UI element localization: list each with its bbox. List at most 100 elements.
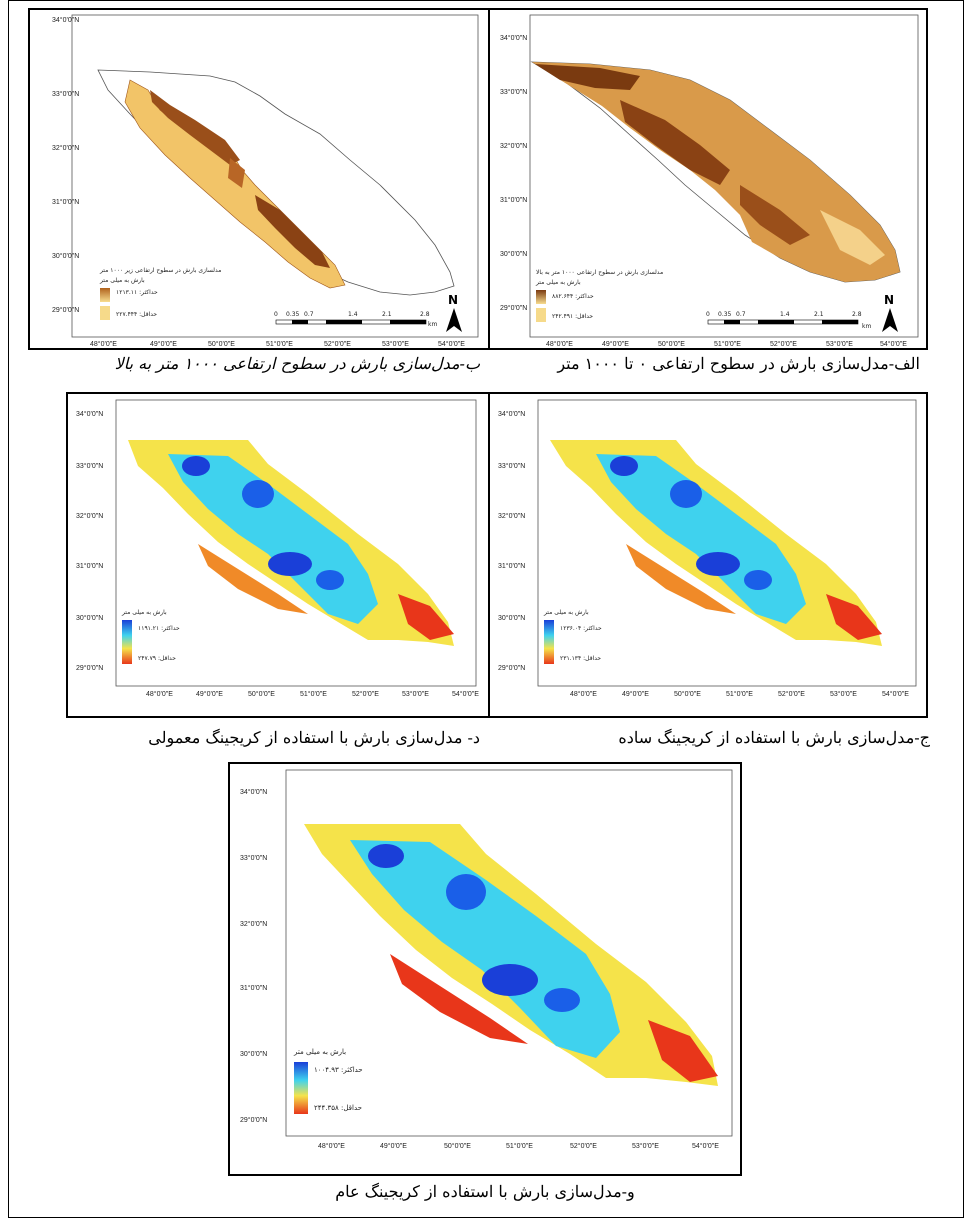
map-top-left: 34°0'0"N 33°0'0"N 32°0'0"N 31°0'0"N 30°0… [52,14,479,348]
legend-max: حداکثر: ۱۲۱۳.۱۱ [116,289,158,296]
krig-zone-blue [182,456,210,476]
krig-zone-blue [482,964,538,996]
lon-tick: 50°0'0"E [208,340,235,348]
lon-tick: 54°0'0"E [882,690,909,698]
legend-min: حداقل: ۲۴۲.۴۹۱ [552,313,593,320]
lon-tick: 51°0'0"E [506,1142,533,1150]
svg-text:2.8: 2.8 [420,311,430,318]
lat-tick: 33°0'0"N [500,88,527,96]
lon-tick: 52°0'0"E [770,340,797,348]
lat-tick: 29°0'0"N [52,306,79,314]
high-zone [740,185,810,245]
map-top-right: 34°0'0"N 33°0'0"N 32°0'0"N 31°0'0"N 30°0… [500,14,919,348]
svg-text:km: km [862,323,871,330]
lat-tick: 31°0'0"N [76,562,103,570]
legend-max: حداکثر: ۱۰۰۴.۹۳ [314,1066,363,1074]
krig-zone-red [398,594,454,640]
lat-tick: 32°0'0"N [498,512,525,520]
lon-tick: 54°0'0"E [452,690,479,698]
north-arrow-icon: N [882,293,898,332]
lon-tick: 54°0'0"E [692,1142,719,1150]
legend-subtitle: بارش به میلی متر [543,609,589,616]
krig-zone-red [198,544,308,614]
svg-text:N: N [448,293,458,307]
svg-text:2.8: 2.8 [852,311,862,318]
lat-tick: 32°0'0"N [52,144,79,152]
lat-tick: 34°0'0"N [500,34,527,42]
krig-zone-blue [744,570,772,590]
krig-zone-blue [446,874,486,910]
north-arrow-icon: N [446,293,462,332]
lat-tick: 29°0'0"N [498,664,525,672]
lon-tick: 52°0'0"E [352,690,379,698]
svg-text:1.4: 1.4 [780,311,790,318]
svg-text:0: 0 [274,311,278,318]
lon-tick: 48°0'0"E [318,1142,345,1150]
caption-b: ب-مدل‌سازی بارش در سطوح ارتفاعی ۱۰۰۰ متر… [114,354,480,373]
lat-tick: 32°0'0"N [76,512,103,520]
lon-tick: 48°0'0"E [90,340,117,348]
map-mid-right: 34°0'0"N 33°0'0"N 32°0'0"N 31°0'0"N 30°0… [498,399,917,698]
krig-zone-blue [610,456,638,476]
lon-tick: 53°0'0"E [382,340,409,348]
lat-tick: 33°0'0"N [52,90,79,98]
lat-tick: 34°0'0"N [52,16,79,24]
lon-tick: 48°0'0"E [546,340,573,348]
lon-tick: 51°0'0"E [266,340,293,348]
map-mid-left: 34°0'0"N 33°0'0"N 32°0'0"N 31°0'0"N 30°0… [76,399,479,698]
legend-swatch [100,288,110,302]
legend-title: مدلسازی بارش در سطوح ارتفاعی ۱۰۰۰ متر به… [536,269,663,276]
lat-tick: 30°0'0"N [498,614,525,622]
lon-tick: 51°0'0"E [726,690,753,698]
svg-text:0.35: 0.35 [286,311,300,318]
lon-tick: 48°0'0"E [146,690,173,698]
legend-subtitle: بارش به میلی متر [293,1048,346,1056]
svg-text:0.7: 0.7 [736,311,746,318]
krig-zone-blue [670,480,702,508]
lat-tick: 30°0'0"N [76,614,103,622]
legend-swatch [122,620,132,664]
lat-tick: 31°0'0"N [52,198,79,206]
lat-tick: 29°0'0"N [76,664,103,672]
caption-vav: و-مدل‌سازی بارش با استفاده از کریجینگ عا… [335,1182,635,1201]
lon-tick: 50°0'0"E [444,1142,471,1150]
lon-tick: 49°0'0"E [380,1142,407,1150]
scale-bar: 0 0.35 0.7 1.4 2.1 2.8 km [274,311,437,328]
caption-alef: الف-مدل‌سازی بارش در سطوح ارتفاعی ۰ تا ۱… [557,354,920,373]
lon-tick: 52°0'0"E [778,690,805,698]
lon-tick: 54°0'0"E [438,340,465,348]
legend-max: حداکثر: ۱۱۹۱.۲۱ [138,625,180,632]
legend-title: مدلسازی بارش در سطوح ارتفاعی زیر ۱۰۰۰ مت… [99,267,221,274]
lat-tick: 30°0'0"N [500,250,527,258]
panel-bottom: 34°0'0"N 33°0'0"N 32°0'0"N 31°0'0"N 30°0… [228,762,742,1176]
panel-top-right: 34°0'0"N 33°0'0"N 32°0'0"N 31°0'0"N 30°0… [488,8,928,350]
lat-tick: 29°0'0"N [240,1116,267,1124]
high-zone [535,64,640,90]
lon-tick: 49°0'0"E [622,690,649,698]
krig-zone-red [648,1020,718,1082]
high-zone [228,158,245,188]
lon-tick: 53°0'0"E [402,690,429,698]
krig-zone-red [390,954,528,1044]
svg-text:N: N [884,293,894,307]
svg-text:2.1: 2.1 [814,311,824,318]
krig-zone-blue [696,552,740,576]
map-frame [71,14,479,338]
high-zone [255,195,330,268]
svg-text:0.7: 0.7 [304,311,314,318]
map-bottom: 34°0'0"N 33°0'0"N 32°0'0"N 31°0'0"N 30°0… [240,769,733,1150]
krig-zone-blue [544,988,580,1012]
lat-tick: 33°0'0"N [240,854,267,862]
svg-text:km: km [428,321,437,328]
lon-tick: 52°0'0"E [324,340,351,348]
lon-tick: 53°0'0"E [632,1142,659,1150]
lon-tick: 49°0'0"E [196,690,223,698]
legend-swatch [536,308,546,322]
lon-tick: 49°0'0"E [602,340,629,348]
high-zone [620,100,730,185]
caption-jim: ج-مدل‌سازی بارش با استفاده از کریجینگ سا… [618,728,930,747]
legend-swatch [294,1062,308,1114]
legend-min: حداقل: ۲۴۷.۷۹ [138,655,176,662]
svg-text:0.35: 0.35 [718,311,732,318]
krig-zone-blue [316,570,344,590]
